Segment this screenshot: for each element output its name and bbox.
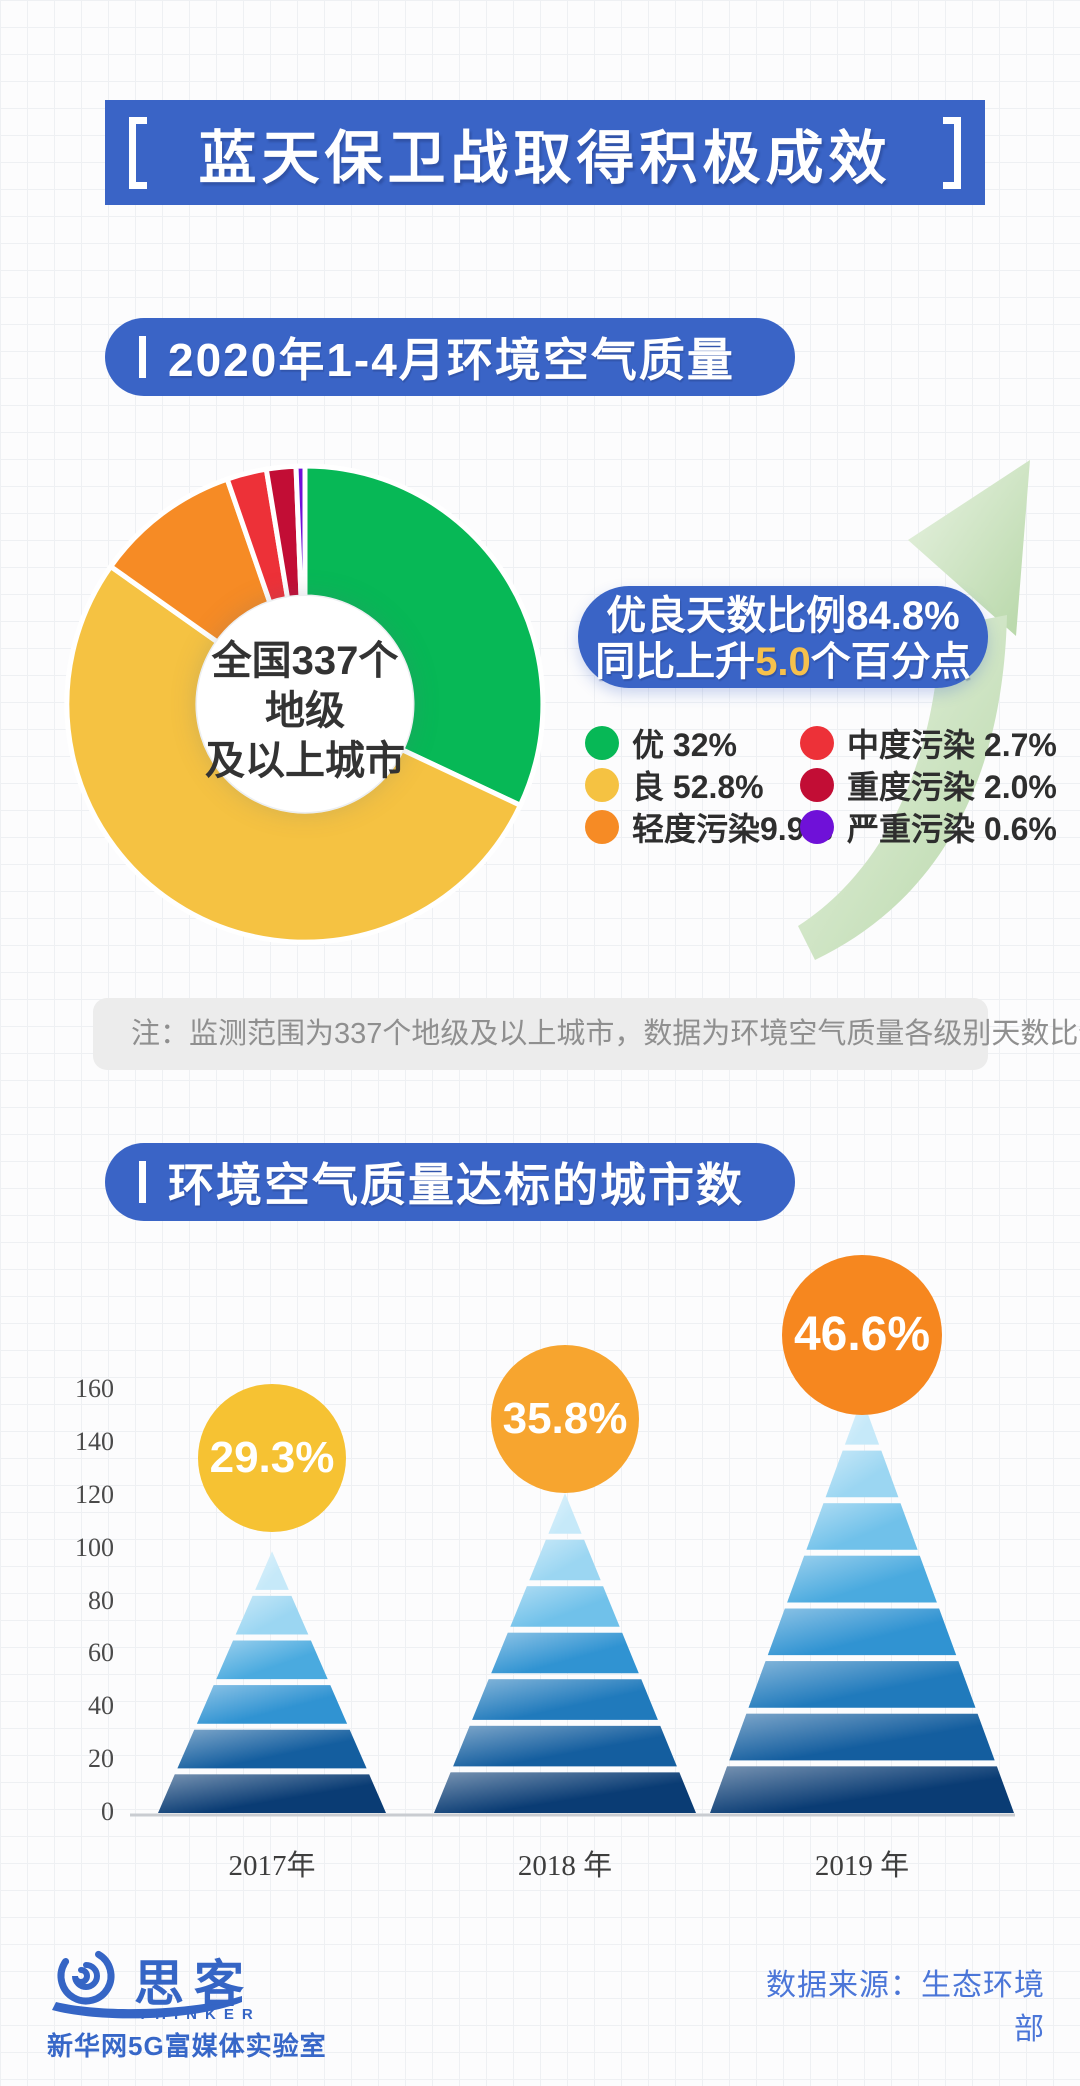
pyramid-layer-gloss (177, 1729, 367, 1769)
legend-dot-excellent-icon (585, 726, 619, 760)
pyramid-layer-gloss (529, 1539, 601, 1581)
growth-arrow-icon (798, 460, 1030, 960)
pyramid-layer-gloss (548, 1493, 582, 1534)
legend-label: 严重污染 0.6% (847, 811, 1057, 847)
pyramid-layer-gloss (844, 1397, 880, 1445)
pyramid-layer-gloss (748, 1661, 976, 1708)
data-source: 数据来源：生态环境部 (766, 1969, 1045, 2046)
section-header-text: 2020年1-4月环境空气质量 (168, 334, 735, 386)
value-bubble-2019: 46.6% (782, 1255, 942, 1415)
pyramid-layer-gloss (767, 1608, 957, 1656)
pyramid-layer-gloss (255, 1551, 289, 1590)
pyramid-layer-gloss (825, 1450, 899, 1498)
header-accent-bar (139, 1161, 146, 1203)
donut-center-line2: 地级 (265, 689, 345, 733)
legend-dot-good-icon (585, 768, 619, 802)
donut-center-label: 全国337个 地级 及以上城市 (165, 636, 445, 786)
section-header-air-quality: 2020年1-4月环境空气质量 (105, 318, 795, 396)
pyramid-bar-chart (130, 1397, 1015, 1817)
logo-chinese: 思客 (134, 1956, 254, 2012)
legend-item-excellent: 优 32% (585, 720, 800, 766)
section-header-cities: 环境空气质量达标的城市数 (105, 1143, 795, 1221)
pyramid-layer-gloss (729, 1713, 995, 1761)
logo-english: THINKER (138, 2006, 261, 2023)
legend-item-heavy-pollution: 重度污染 2.0% (800, 762, 1057, 808)
footnote: 注：监测范围为337个地级及以上城市，数据为环境空气质量各级别天数比例 (93, 998, 1080, 1070)
donut-center-circle (197, 596, 413, 812)
legend-label: 重度污染 2.0% (847, 769, 1057, 805)
donut-center-line1: 全国337个 (211, 639, 399, 683)
section-header-text: 环境空气质量达标的城市数 (168, 1159, 744, 1211)
legend-dot-heavy-icon (800, 768, 834, 802)
donut-center-line3: 及以上城市 (205, 739, 405, 783)
header-accent-bar (139, 336, 146, 378)
pyramid-layer-gloss (510, 1586, 620, 1627)
pyramid-layer-gloss (710, 1766, 1014, 1813)
legend-item-moderate-pollution: 中度污染 2.7% (800, 720, 1057, 766)
page-title: 蓝天保卫战取得积极成效 (198, 125, 892, 191)
legend-label: 良 52.8% (632, 769, 764, 805)
value-bubble-2018: 35.8% (491, 1345, 639, 1493)
highlight-em: 5.0 (755, 640, 811, 684)
thinker-logo-icon (52, 1947, 242, 2019)
legend-item-light-pollution: 轻度污染9.9% (585, 804, 833, 850)
donut-legend: 优 32% 中度污染 2.7% 良 52.8% 重度污染 2.0% 轻度污染9.… (585, 720, 1057, 850)
x-label-2017: 2017年 (228, 1850, 316, 1882)
value-bubble-2017: 29.3% (198, 1384, 346, 1532)
pyramid-layer-gloss (235, 1595, 309, 1635)
legend-dot-light-icon (585, 810, 619, 844)
pyramid-layer-gloss (787, 1555, 937, 1603)
x-label-2018: 2018 年 (517, 1850, 613, 1882)
highlight-line2-suffix: 个百分点 (810, 640, 971, 684)
highlight-banner: 优良天数比例84.8% 同比上升5.0个百分点 (578, 586, 988, 688)
highlight-line2-prefix: 同比上升 (595, 640, 756, 684)
legend-dot-severe-icon (800, 810, 834, 844)
legend-item-severe-pollution: 严重污染 0.6% (800, 804, 1057, 850)
legend-item-good: 良 52.8% (585, 762, 800, 808)
pyramid-layer-gloss (158, 1774, 386, 1813)
legend-dot-moderate-icon (800, 726, 834, 760)
pyramid-layer-gloss (216, 1640, 328, 1680)
logo-subtitle: 新华网5G富媒体实验室 (47, 2031, 327, 2061)
highlight-line1: 优良天数比例84.8% (606, 594, 960, 638)
pyramid-layer-gloss (806, 1503, 918, 1550)
bracket-left-icon (129, 116, 147, 189)
pyramid-layer-gloss (196, 1685, 348, 1724)
highlight-line2: 同比上升5.0个百分点 (578, 639, 988, 685)
pyramid-layer-gloss (472, 1679, 658, 1720)
legend-label: 优 32% (632, 727, 737, 763)
bracket-right-icon (943, 116, 961, 189)
pyramid-layer-gloss (491, 1632, 639, 1674)
legend-label: 中度污染 2.7% (847, 727, 1057, 763)
x-label-2019: 2019 年 (814, 1850, 910, 1882)
legend-label: 轻度污染9.9% (632, 811, 833, 847)
title-banner: 蓝天保卫战取得积极成效 (105, 100, 985, 205)
pyramid-layer-gloss (434, 1772, 696, 1813)
pyramid-layer-gloss (453, 1725, 677, 1767)
